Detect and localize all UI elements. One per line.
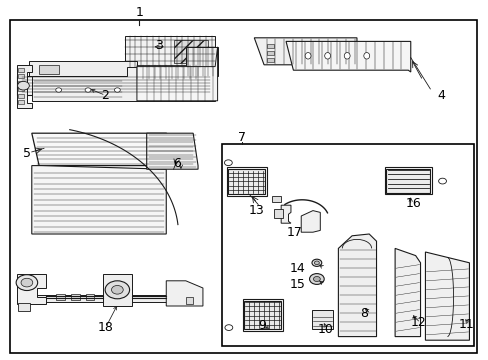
Text: 11: 11 xyxy=(458,318,474,330)
Bar xyxy=(266,58,273,62)
Bar xyxy=(242,299,283,331)
Polygon shape xyxy=(146,133,198,169)
Bar xyxy=(56,294,65,300)
Bar xyxy=(18,100,24,104)
Bar xyxy=(244,301,281,329)
Bar xyxy=(228,169,264,194)
Circle shape xyxy=(21,278,33,287)
Text: 8: 8 xyxy=(360,307,367,320)
Ellipse shape xyxy=(363,53,369,59)
Bar xyxy=(39,65,59,74)
Bar xyxy=(266,51,273,55)
Polygon shape xyxy=(254,38,366,65)
Text: 9: 9 xyxy=(258,319,266,332)
Circle shape xyxy=(16,275,38,291)
Circle shape xyxy=(224,160,232,166)
Polygon shape xyxy=(29,61,137,76)
Circle shape xyxy=(313,276,320,282)
Text: 5: 5 xyxy=(23,147,31,159)
Ellipse shape xyxy=(305,53,310,59)
Bar xyxy=(18,81,24,85)
Circle shape xyxy=(311,259,321,266)
Polygon shape xyxy=(32,166,166,234)
Text: 18: 18 xyxy=(97,321,113,334)
Polygon shape xyxy=(137,47,217,101)
Text: 13: 13 xyxy=(248,204,264,217)
Polygon shape xyxy=(32,67,215,101)
Polygon shape xyxy=(32,133,195,166)
Bar xyxy=(273,209,282,218)
Bar xyxy=(18,87,24,91)
Polygon shape xyxy=(17,65,32,108)
Bar xyxy=(271,196,280,202)
Circle shape xyxy=(18,81,29,90)
Bar xyxy=(266,44,273,48)
Polygon shape xyxy=(281,205,290,223)
Bar xyxy=(386,169,429,193)
Polygon shape xyxy=(166,281,203,306)
Bar xyxy=(134,65,203,79)
Polygon shape xyxy=(17,76,215,95)
Text: 7: 7 xyxy=(238,131,245,144)
Text: 4: 4 xyxy=(437,89,445,102)
Bar xyxy=(124,36,215,67)
Bar xyxy=(185,297,193,304)
Text: 1: 1 xyxy=(135,6,143,19)
Circle shape xyxy=(85,88,91,92)
Circle shape xyxy=(111,285,123,294)
Text: 15: 15 xyxy=(289,278,305,291)
Polygon shape xyxy=(102,274,132,306)
Ellipse shape xyxy=(324,53,330,59)
Bar xyxy=(311,310,332,329)
Circle shape xyxy=(438,178,446,184)
Text: 14: 14 xyxy=(289,262,305,275)
Bar xyxy=(18,74,24,78)
Bar xyxy=(18,68,24,72)
Polygon shape xyxy=(394,248,420,337)
Polygon shape xyxy=(301,211,320,232)
Bar xyxy=(85,294,94,300)
Bar xyxy=(18,94,24,98)
Polygon shape xyxy=(17,295,200,302)
Circle shape xyxy=(56,88,61,92)
Bar xyxy=(71,294,80,300)
Circle shape xyxy=(309,274,324,284)
Bar xyxy=(18,303,30,311)
Polygon shape xyxy=(185,47,217,76)
Polygon shape xyxy=(338,234,376,337)
Text: 16: 16 xyxy=(405,197,420,210)
Bar xyxy=(226,167,266,196)
Circle shape xyxy=(224,325,232,330)
Text: 2: 2 xyxy=(101,89,109,102)
Text: 3: 3 xyxy=(155,39,163,51)
Text: 6: 6 xyxy=(173,157,181,170)
Circle shape xyxy=(114,88,120,92)
Polygon shape xyxy=(425,252,468,340)
Text: 12: 12 xyxy=(409,316,425,329)
Bar xyxy=(384,167,431,194)
Polygon shape xyxy=(17,274,46,304)
Text: 17: 17 xyxy=(286,226,302,239)
Bar xyxy=(222,144,473,346)
Text: 10: 10 xyxy=(317,323,332,336)
Polygon shape xyxy=(285,41,410,72)
Circle shape xyxy=(314,261,319,265)
Circle shape xyxy=(105,281,129,299)
Ellipse shape xyxy=(344,53,349,59)
Bar xyxy=(173,40,207,63)
